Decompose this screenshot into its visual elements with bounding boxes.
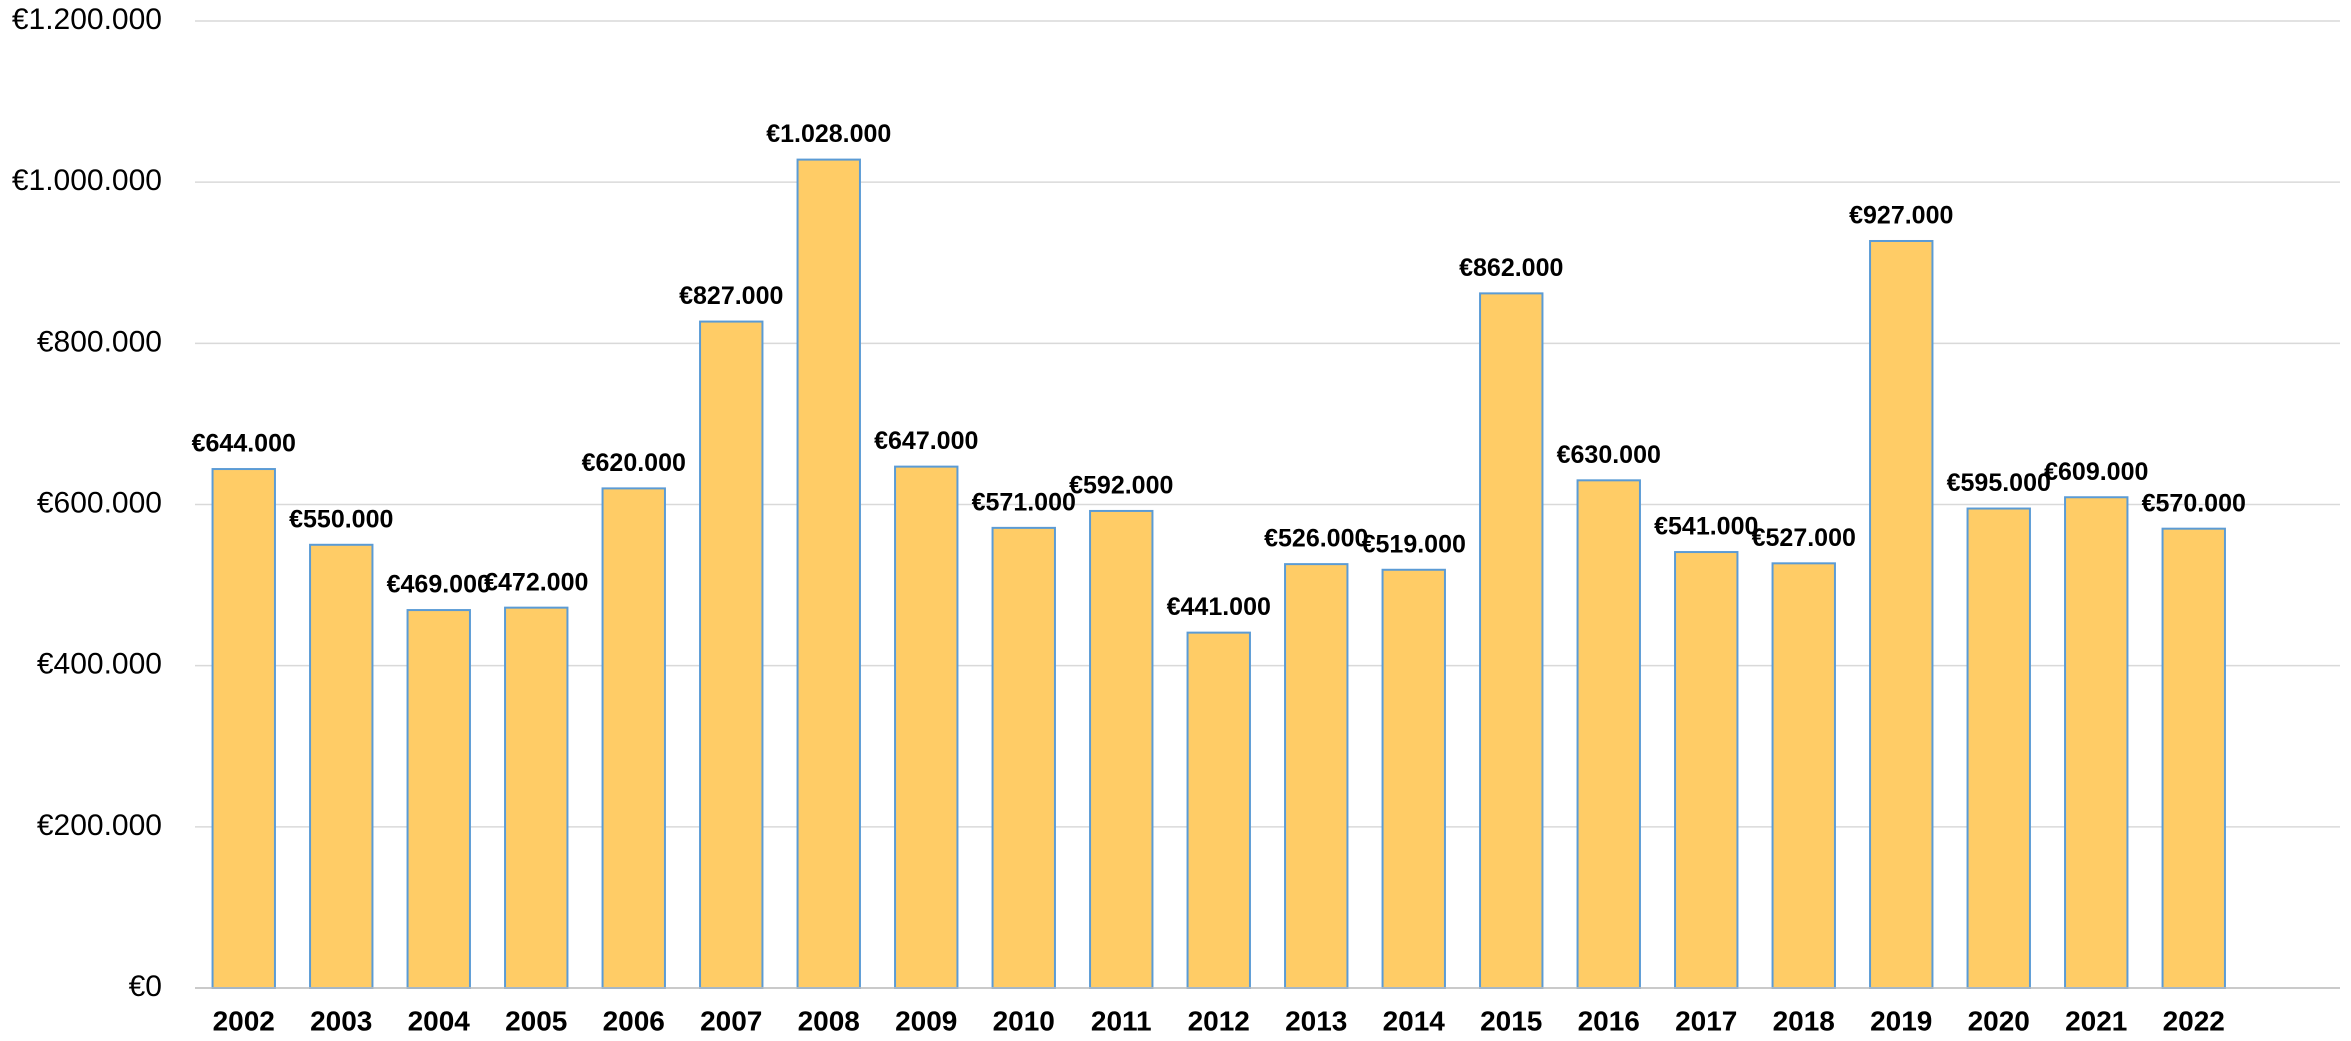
data-label: €862.000 <box>1459 254 1563 282</box>
data-label: €630.000 <box>1557 441 1661 469</box>
x-tick-label: 2016 <box>1578 1005 1640 1036</box>
data-label: €527.000 <box>1752 524 1856 552</box>
bar <box>2161 527 2226 989</box>
x-tick-label: 2002 <box>213 1005 275 1036</box>
data-label: €519.000 <box>1362 530 1466 558</box>
y-tick-label: €1.000.000 <box>12 164 162 197</box>
data-label: €550.000 <box>289 505 393 533</box>
bar <box>504 606 569 989</box>
x-tick-label: 2013 <box>1285 1005 1347 1036</box>
data-label: €541.000 <box>1654 513 1758 541</box>
x-tick-label: 2006 <box>603 1005 665 1036</box>
x-tick-label: 2004 <box>408 1005 471 1036</box>
bar <box>991 526 1056 989</box>
bar <box>309 543 374 990</box>
x-tick-label: 2011 <box>1091 1005 1152 1036</box>
bar <box>1771 562 1836 989</box>
y-tick-label: €600.000 <box>37 486 162 519</box>
data-label: €827.000 <box>679 282 783 310</box>
x-tick-label: 2014 <box>1383 1005 1446 1036</box>
x-tick-label: 2022 <box>2163 1005 2225 1036</box>
bar <box>1381 568 1446 990</box>
bar <box>1576 479 1641 989</box>
y-tick-label: €200.000 <box>37 809 162 842</box>
x-tick-label: 2015 <box>1480 1005 1542 1036</box>
data-label: €441.000 <box>1167 593 1271 621</box>
data-label: €526.000 <box>1264 525 1368 553</box>
x-tick-label: 2021 <box>2065 1005 2127 1036</box>
x-tick-label: 2019 <box>1870 1005 1932 1036</box>
x-tick-label: 2005 <box>505 1005 567 1036</box>
data-label: €1.028.000 <box>766 120 891 148</box>
bar <box>211 468 276 989</box>
data-label: €609.000 <box>2044 458 2148 486</box>
x-tick-label: 2020 <box>1968 1005 2030 1036</box>
data-label: €620.000 <box>582 449 686 477</box>
data-label: €595.000 <box>1947 469 2051 497</box>
x-tick-label: 2012 <box>1188 1005 1250 1036</box>
bar <box>2064 496 2129 989</box>
bar <box>796 158 861 989</box>
y-tick-label: €1.200.000 <box>12 3 162 36</box>
x-tick-label: 2017 <box>1675 1005 1737 1036</box>
bar <box>1186 631 1251 989</box>
bar <box>406 609 471 989</box>
x-tick-label: 2018 <box>1773 1005 1835 1036</box>
data-label: €644.000 <box>192 430 296 458</box>
x-tick-label: 2008 <box>798 1005 860 1036</box>
x-tick-label: 2003 <box>310 1005 372 1036</box>
data-label: €469.000 <box>387 571 491 599</box>
data-label: €472.000 <box>484 568 588 596</box>
bar <box>1966 507 2031 989</box>
bar <box>601 487 666 989</box>
data-label: €647.000 <box>874 427 978 455</box>
y-tick-label: €800.000 <box>37 325 162 358</box>
data-label: €571.000 <box>972 488 1076 516</box>
y-tick-label: €400.000 <box>37 648 162 681</box>
data-label: €927.000 <box>1849 202 1953 230</box>
bar <box>1284 563 1349 989</box>
x-tick-label: 2010 <box>993 1005 1055 1036</box>
data-label: €592.000 <box>1069 472 1173 500</box>
y-tick-label: €0 <box>129 970 162 1003</box>
bar <box>1674 551 1739 990</box>
bar <box>699 320 764 990</box>
bar <box>894 465 959 989</box>
data-label: €570.000 <box>2142 489 2246 517</box>
x-tick-label: 2007 <box>700 1005 762 1036</box>
x-tick-label: 2009 <box>895 1005 957 1036</box>
bar <box>1089 509 1154 989</box>
bar <box>1869 239 1934 989</box>
bar <box>1479 292 1544 990</box>
